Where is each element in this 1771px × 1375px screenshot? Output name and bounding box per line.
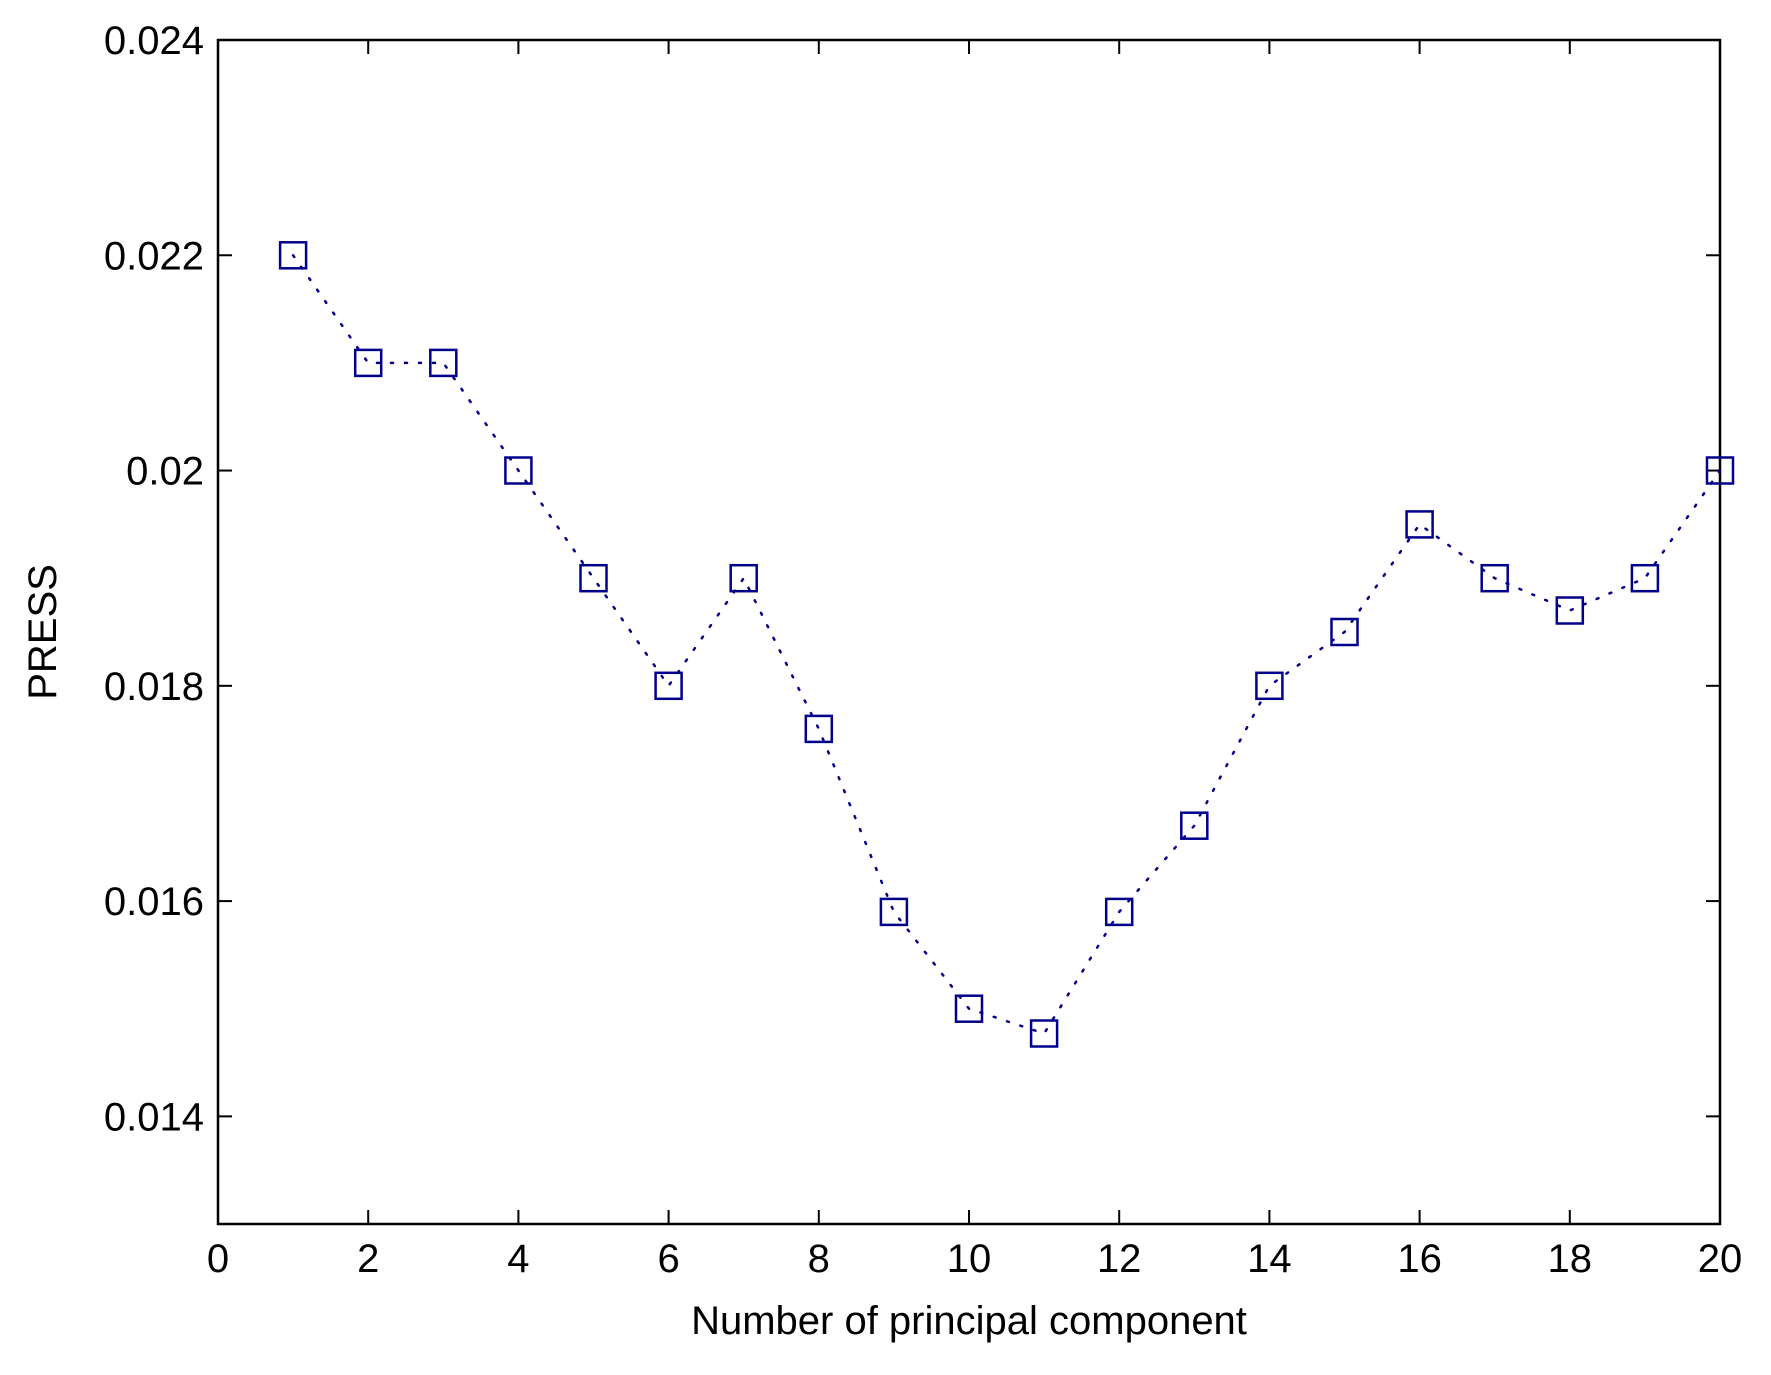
data-point-marker [429, 348, 458, 378]
x-tick-label: 6 [657, 1237, 679, 1281]
y-axis-title: PRESS [21, 564, 65, 700]
data-point-marker [1180, 811, 1209, 840]
x-tick-label: 0 [207, 1237, 229, 1281]
x-axis-title: Number of principal component [691, 1299, 1247, 1343]
data-point-marker [1480, 563, 1509, 593]
data-point-marker [353, 348, 383, 378]
x-axis: 0 2 4 6 8 10 12 14 16 18 20 [207, 40, 1742, 1281]
y-tick-label: 0.014 [104, 1095, 204, 1139]
data-point-marker [278, 241, 308, 270]
x-tick-label: 4 [507, 1237, 529, 1281]
y-tick-label: 0.016 [104, 880, 204, 924]
data-point-marker [954, 994, 984, 1023]
plot-frame [216, 38, 1722, 1226]
x-tick-label: 8 [808, 1237, 830, 1281]
y-tick-label: 0.024 [104, 19, 204, 63]
x-tick-label: 14 [1247, 1237, 1292, 1281]
data-point-marker [1705, 456, 1735, 485]
x-tick-label: 20 [1698, 1237, 1743, 1281]
data-point-marker [729, 563, 758, 593]
x-tick-label: 2 [357, 1237, 379, 1281]
data-series [278, 241, 1735, 1048]
y-tick-label: 0.022 [104, 234, 204, 278]
data-point-marker [1104, 897, 1134, 927]
data-point-marker [1255, 671, 1284, 701]
plot-area [216, 38, 1722, 1226]
data-point-marker [1405, 510, 1434, 539]
data-point-marker [879, 897, 909, 927]
data-point-marker [804, 714, 834, 744]
data-point-marker [1630, 563, 1660, 593]
data-point-marker [654, 671, 683, 701]
y-tick-label: 0.02 [126, 450, 204, 494]
x-tick-label: 16 [1397, 1237, 1442, 1281]
data-point-marker [1029, 1019, 1059, 1048]
y-axis: 0.014 0.016 0.018 0.02 0.022 0.024 [104, 19, 1720, 1139]
data-point-marker [504, 456, 533, 485]
x-tick-label: 18 [1548, 1237, 1593, 1281]
x-tick-label: 12 [1097, 1237, 1142, 1281]
data-point-marker [1330, 617, 1359, 647]
data-point-marker [579, 563, 608, 593]
y-tick-label: 0.018 [104, 665, 204, 709]
data-point-marker [1555, 596, 1585, 625]
x-tick-label: 10 [947, 1237, 992, 1281]
